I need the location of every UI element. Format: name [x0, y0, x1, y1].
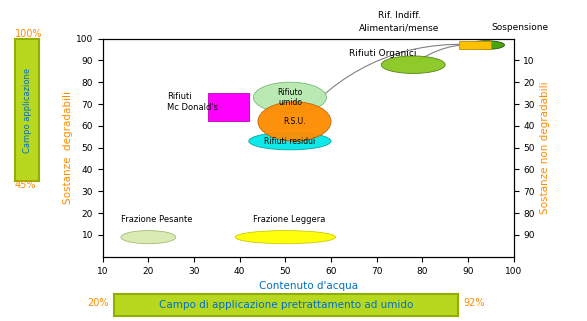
Text: Rif. Indiff.: Rif. Indiff. — [378, 11, 420, 20]
Text: Rifiuti
Mc Donald's: Rifiuti Mc Donald's — [167, 92, 218, 111]
Bar — [459, 41, 491, 49]
Bar — [208, 93, 249, 121]
Text: Campo applicazione: Campo applicazione — [22, 67, 32, 152]
Text: 92%: 92% — [464, 298, 485, 308]
Y-axis label: Sostanze  degradabili: Sostanze degradabili — [63, 91, 73, 204]
Ellipse shape — [235, 230, 336, 244]
Text: Rifiuti Organici: Rifiuti Organici — [349, 49, 417, 58]
Ellipse shape — [468, 41, 504, 49]
Text: R.S.U.: R.S.U. — [284, 117, 306, 126]
Text: 100%: 100% — [15, 29, 42, 39]
X-axis label: Contenuto d'acqua: Contenuto d'acqua — [259, 281, 357, 291]
Text: Frazione Leggera: Frazione Leggera — [254, 215, 326, 224]
Ellipse shape — [121, 230, 176, 244]
Ellipse shape — [381, 56, 445, 74]
Text: Alimentari/mense: Alimentari/mense — [359, 23, 439, 32]
Text: Frazione Pesante: Frazione Pesante — [121, 215, 193, 224]
Ellipse shape — [258, 102, 331, 141]
Text: Rifiuti residui: Rifiuti residui — [264, 137, 316, 146]
Text: Rifiuto
umido: Rifiuto umido — [277, 88, 302, 107]
Ellipse shape — [254, 82, 326, 113]
Text: Campo di applicazione pretrattamento ad umido: Campo di applicazione pretrattamento ad … — [159, 300, 413, 310]
Y-axis label: Sostanze non degradabili: Sostanze non degradabili — [541, 81, 551, 214]
Text: 20%: 20% — [87, 298, 109, 308]
Text: Sospensione: Sospensione — [491, 23, 548, 32]
Ellipse shape — [249, 132, 331, 150]
Text: 45%: 45% — [15, 180, 36, 190]
